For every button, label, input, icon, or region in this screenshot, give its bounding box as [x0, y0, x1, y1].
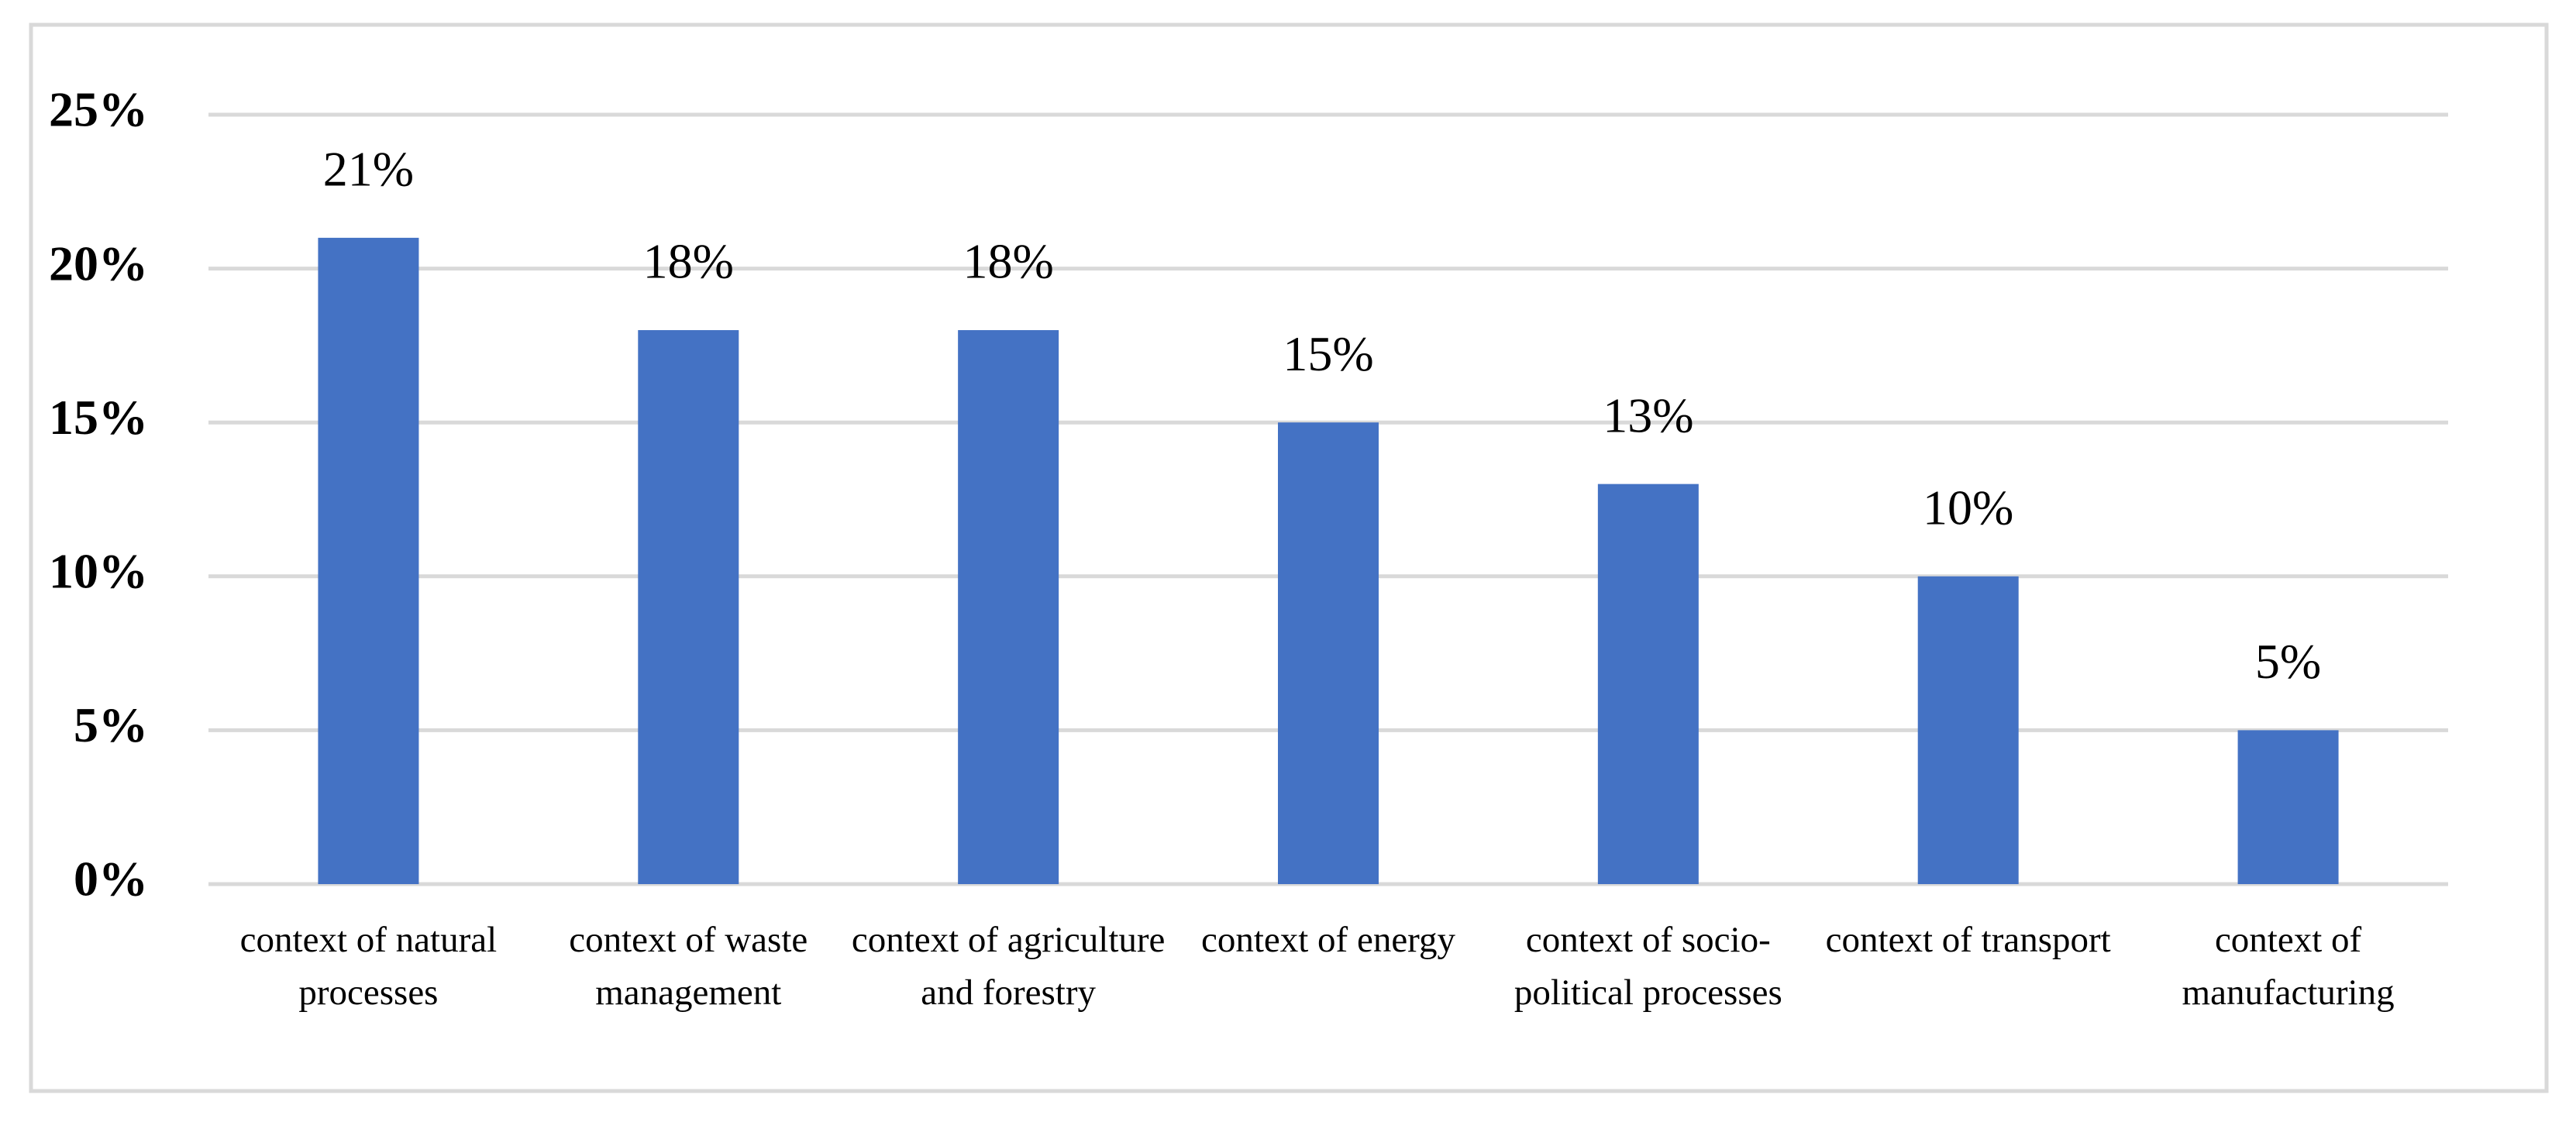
x-tick-label: context of manufacturing [2182, 920, 2395, 1013]
data-label: 5% [2255, 634, 2321, 689]
x-tick-label: context of agriculture and forestry [851, 920, 1166, 1013]
x-tick-label: context of waste management [569, 920, 808, 1013]
data-label: 18% [963, 234, 1053, 289]
bar [1597, 484, 1699, 884]
data-label: 13% [1603, 387, 1693, 442]
bar [1278, 422, 1379, 884]
data-label: 10% [1923, 480, 2013, 535]
y-tick-label: 5% [74, 697, 148, 752]
bar [1917, 576, 2019, 884]
data-label: 21% [323, 142, 414, 197]
x-tick-label: context of natural processes [239, 920, 498, 1013]
y-tick-label: 20% [49, 236, 148, 291]
bar [318, 237, 419, 884]
bar [638, 330, 739, 884]
x-tick-label: context of transport [1825, 920, 2111, 960]
x-tick-label: context of socio-political processes [1514, 920, 1782, 1013]
y-tick-label: 10% [49, 543, 148, 598]
bar [958, 330, 1059, 884]
y-tick-label: 15% [49, 390, 148, 445]
y-tick-label: 0% [74, 852, 148, 907]
x-tick-label: context of energy [1200, 920, 1455, 960]
data-label: 18% [643, 234, 734, 289]
y-tick-label: 25% [49, 82, 148, 137]
bar [2237, 730, 2339, 884]
data-label: 15% [1283, 326, 1373, 381]
